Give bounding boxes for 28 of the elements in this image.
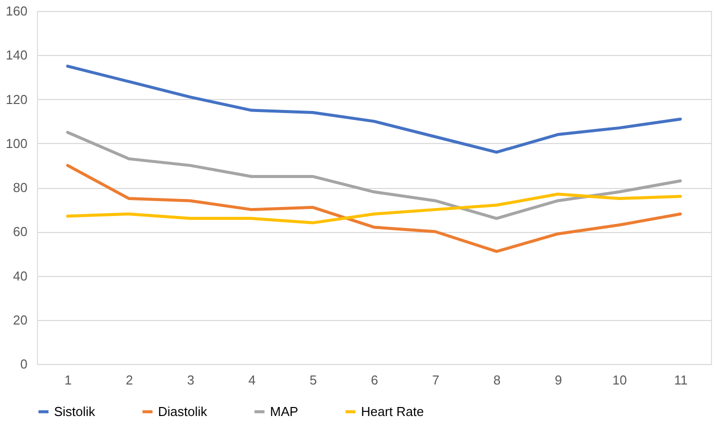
line-series	[66, 64, 682, 154]
line-series	[66, 130, 682, 220]
x-tick-label: 3	[187, 372, 194, 388]
x-tick-label: 11	[674, 372, 688, 388]
y-tick-label: 100	[6, 136, 28, 151]
y-tick-label: 120	[6, 92, 28, 107]
y-tick-label: 40	[13, 268, 28, 284]
legend-label: MAP	[270, 404, 298, 419]
x-tick-label: 2	[126, 372, 134, 388]
line-series	[66, 164, 682, 253]
x-tick-label: 1	[64, 372, 72, 388]
x-tick-label: 6	[370, 372, 378, 388]
y-tick-label: 60	[13, 224, 28, 240]
y-tick-label: 140	[6, 48, 28, 63]
legend-label: Heart Rate	[361, 404, 424, 419]
y-tick-label: 80	[13, 180, 28, 195]
y-tick-label: 20	[13, 312, 28, 328]
x-tick-label: 7	[432, 372, 440, 388]
line-series	[66, 192, 682, 224]
x-tick-label: 4	[248, 372, 256, 388]
x-tick-label: 9	[554, 372, 562, 388]
legend-label: Diastolik	[158, 404, 208, 419]
y-tick-label: 160	[6, 4, 28, 18]
legend-label: Sistolik	[54, 404, 96, 419]
x-tick-label: 10	[612, 372, 627, 388]
y-tick-label: 0	[20, 356, 28, 372]
x-tick-label: 8	[493, 372, 501, 388]
x-tick-label: 5	[310, 372, 317, 388]
